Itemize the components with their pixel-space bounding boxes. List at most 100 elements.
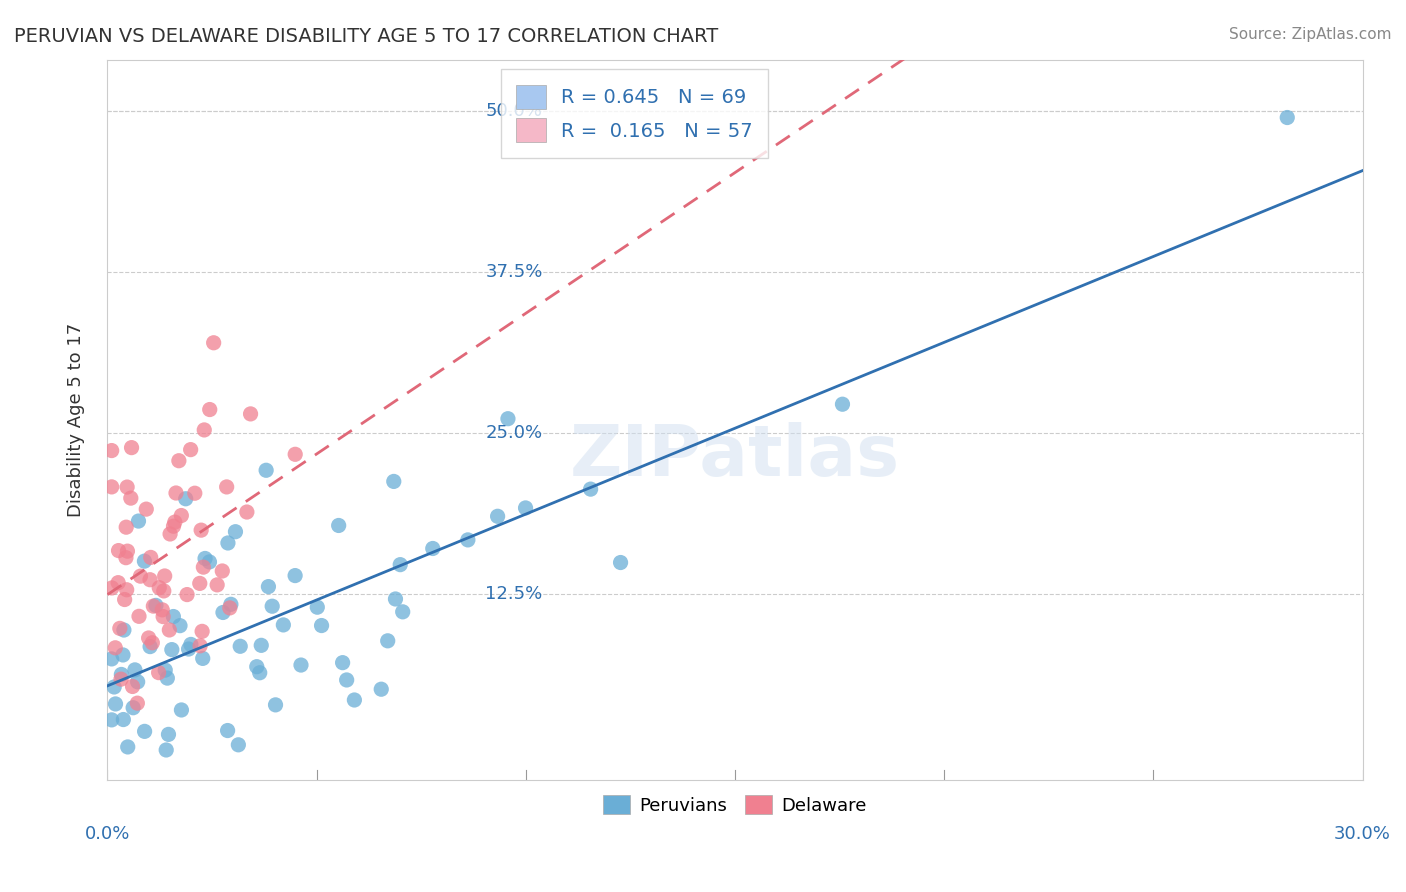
Point (111, 648, 134, 662)
Point (202, 335, 225, 350)
Text: 30.0%: 30.0% (1334, 825, 1391, 844)
Point (159, 527, 181, 541)
Point (190, 523, 212, 537)
Point (162, 519, 184, 533)
Point (141, 636, 163, 650)
Point (382, 475, 405, 489)
Point (167, 454, 190, 468)
Point (104, 697, 127, 711)
Point (224, 524, 246, 539)
Point (609, 556, 631, 570)
Point (284, 447, 307, 461)
Point (100, 652, 122, 666)
Point (115, 480, 138, 494)
Point (104, 640, 127, 655)
Point (831, 397, 853, 411)
Point (110, 672, 132, 686)
Point (148, 665, 170, 680)
Point (100, 480, 122, 494)
Point (129, 569, 152, 583)
Point (332, 656, 354, 670)
Point (156, 671, 179, 685)
Point (139, 550, 162, 565)
Text: Disability Age 5 to 17: Disability Age 5 to 17 (67, 323, 86, 517)
Point (170, 508, 193, 523)
Point (384, 592, 406, 607)
Point (155, 663, 177, 677)
Text: 0.0%: 0.0% (84, 825, 131, 844)
Point (343, 693, 366, 707)
Point (135, 502, 157, 516)
Point (138, 631, 160, 645)
Point (579, 482, 602, 496)
Point (112, 623, 135, 637)
Point (174, 491, 197, 506)
Point (250, 638, 273, 652)
Point (170, 703, 193, 717)
Point (217, 536, 239, 550)
Point (229, 640, 252, 654)
Point (121, 441, 143, 455)
Point (115, 550, 138, 565)
Point (215, 480, 238, 494)
Point (284, 568, 307, 582)
Point (377, 633, 399, 648)
Point (191, 624, 214, 639)
Point (290, 658, 312, 673)
Point (236, 505, 259, 519)
Text: PERUVIAN VS DELAWARE DISABILITY AGE 5 TO 17 CORRELATION CHART: PERUVIAN VS DELAWARE DISABILITY AGE 5 TO… (14, 27, 718, 45)
Legend: Peruvians, Delaware: Peruvians, Delaware (596, 788, 875, 822)
Point (370, 682, 392, 697)
Point (217, 723, 239, 738)
Point (328, 518, 350, 533)
Point (101, 581, 124, 595)
Point (257, 580, 280, 594)
Point (177, 642, 200, 657)
Point (127, 674, 149, 689)
Point (115, 520, 138, 534)
Point (157, 727, 180, 741)
Point (422, 541, 444, 556)
Point (155, 743, 177, 757)
Point (134, 554, 156, 568)
Point (198, 555, 221, 569)
Point (157, 623, 180, 637)
Point (264, 698, 287, 712)
Text: 50.0%: 50.0% (485, 102, 543, 120)
Point (163, 515, 186, 529)
Point (145, 599, 167, 613)
Point (262, 599, 284, 614)
Point (193, 423, 215, 437)
Point (191, 651, 214, 665)
Point (128, 609, 150, 624)
Point (127, 696, 149, 710)
Point (160, 642, 183, 657)
Point (212, 606, 235, 620)
Text: 25.0%: 25.0% (485, 424, 543, 442)
Point (391, 605, 413, 619)
Point (184, 486, 207, 500)
Point (176, 588, 198, 602)
Point (122, 700, 145, 714)
Point (193, 560, 215, 574)
Text: 12.5%: 12.5% (485, 585, 543, 603)
Point (139, 640, 162, 654)
Point (211, 564, 233, 578)
Point (273, 618, 295, 632)
Point (457, 533, 479, 547)
Text: ZIPatlas: ZIPatlas (569, 422, 900, 491)
Point (100, 713, 122, 727)
Point (100, 443, 122, 458)
Point (205, 578, 228, 592)
Point (165, 486, 187, 500)
Point (107, 575, 129, 590)
Point (249, 665, 271, 680)
Point (188, 639, 211, 653)
Point (107, 543, 129, 558)
Point (153, 569, 176, 583)
Point (134, 724, 156, 739)
Point (496, 411, 519, 425)
Point (389, 558, 412, 572)
Point (239, 407, 262, 421)
Point (139, 573, 162, 587)
